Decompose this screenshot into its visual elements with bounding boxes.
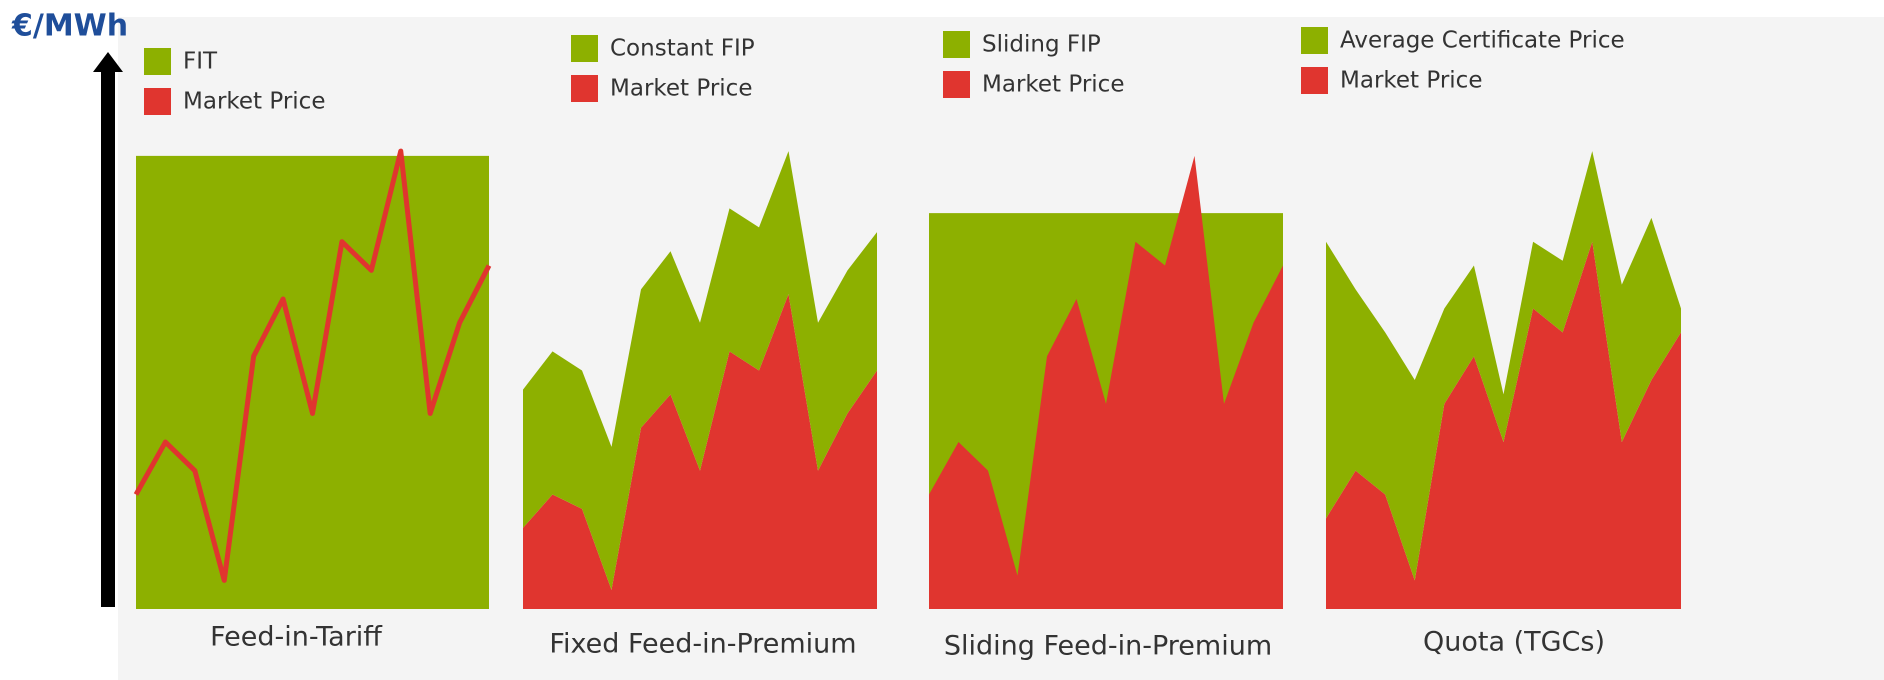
y-axis-arrow-shaft bbox=[101, 70, 115, 607]
legend-label: FIT bbox=[183, 49, 218, 75]
area bbox=[523, 151, 877, 590]
panel-label: Sliding Feed-in-Premium bbox=[944, 631, 1272, 662]
legend-swatch bbox=[571, 35, 598, 62]
legend-swatch bbox=[571, 75, 598, 102]
legend-swatch bbox=[943, 71, 970, 98]
y-axis-arrow-head bbox=[93, 52, 123, 72]
legend-label: Market Price bbox=[183, 89, 325, 115]
legend-label: Sliding FIP bbox=[982, 32, 1101, 58]
area bbox=[929, 155, 1283, 609]
legend-swatch bbox=[144, 48, 171, 75]
legend-swatch bbox=[144, 88, 171, 115]
legend-label: Market Price bbox=[610, 76, 752, 102]
panel-label: Feed-in-Tariff bbox=[210, 622, 383, 653]
area bbox=[136, 155, 489, 609]
legend-label: Market Price bbox=[1340, 68, 1482, 94]
legend-swatch bbox=[1301, 27, 1328, 54]
legend-swatch bbox=[943, 31, 970, 58]
area bbox=[1326, 151, 1681, 581]
area bbox=[1326, 241, 1681, 609]
panel-label: Fixed Feed-in-Premium bbox=[549, 629, 856, 660]
legend-label: Market Price bbox=[982, 72, 1124, 98]
y-axis-label: €/MWh bbox=[11, 9, 128, 44]
legend-swatch bbox=[1301, 67, 1328, 94]
market-price-line bbox=[133, 148, 492, 583]
area bbox=[523, 294, 877, 609]
legend-label: Average Certificate Price bbox=[1340, 28, 1625, 54]
legend-label: Constant FIP bbox=[610, 36, 755, 62]
panel-label: Quota (TGCs) bbox=[1423, 627, 1605, 658]
